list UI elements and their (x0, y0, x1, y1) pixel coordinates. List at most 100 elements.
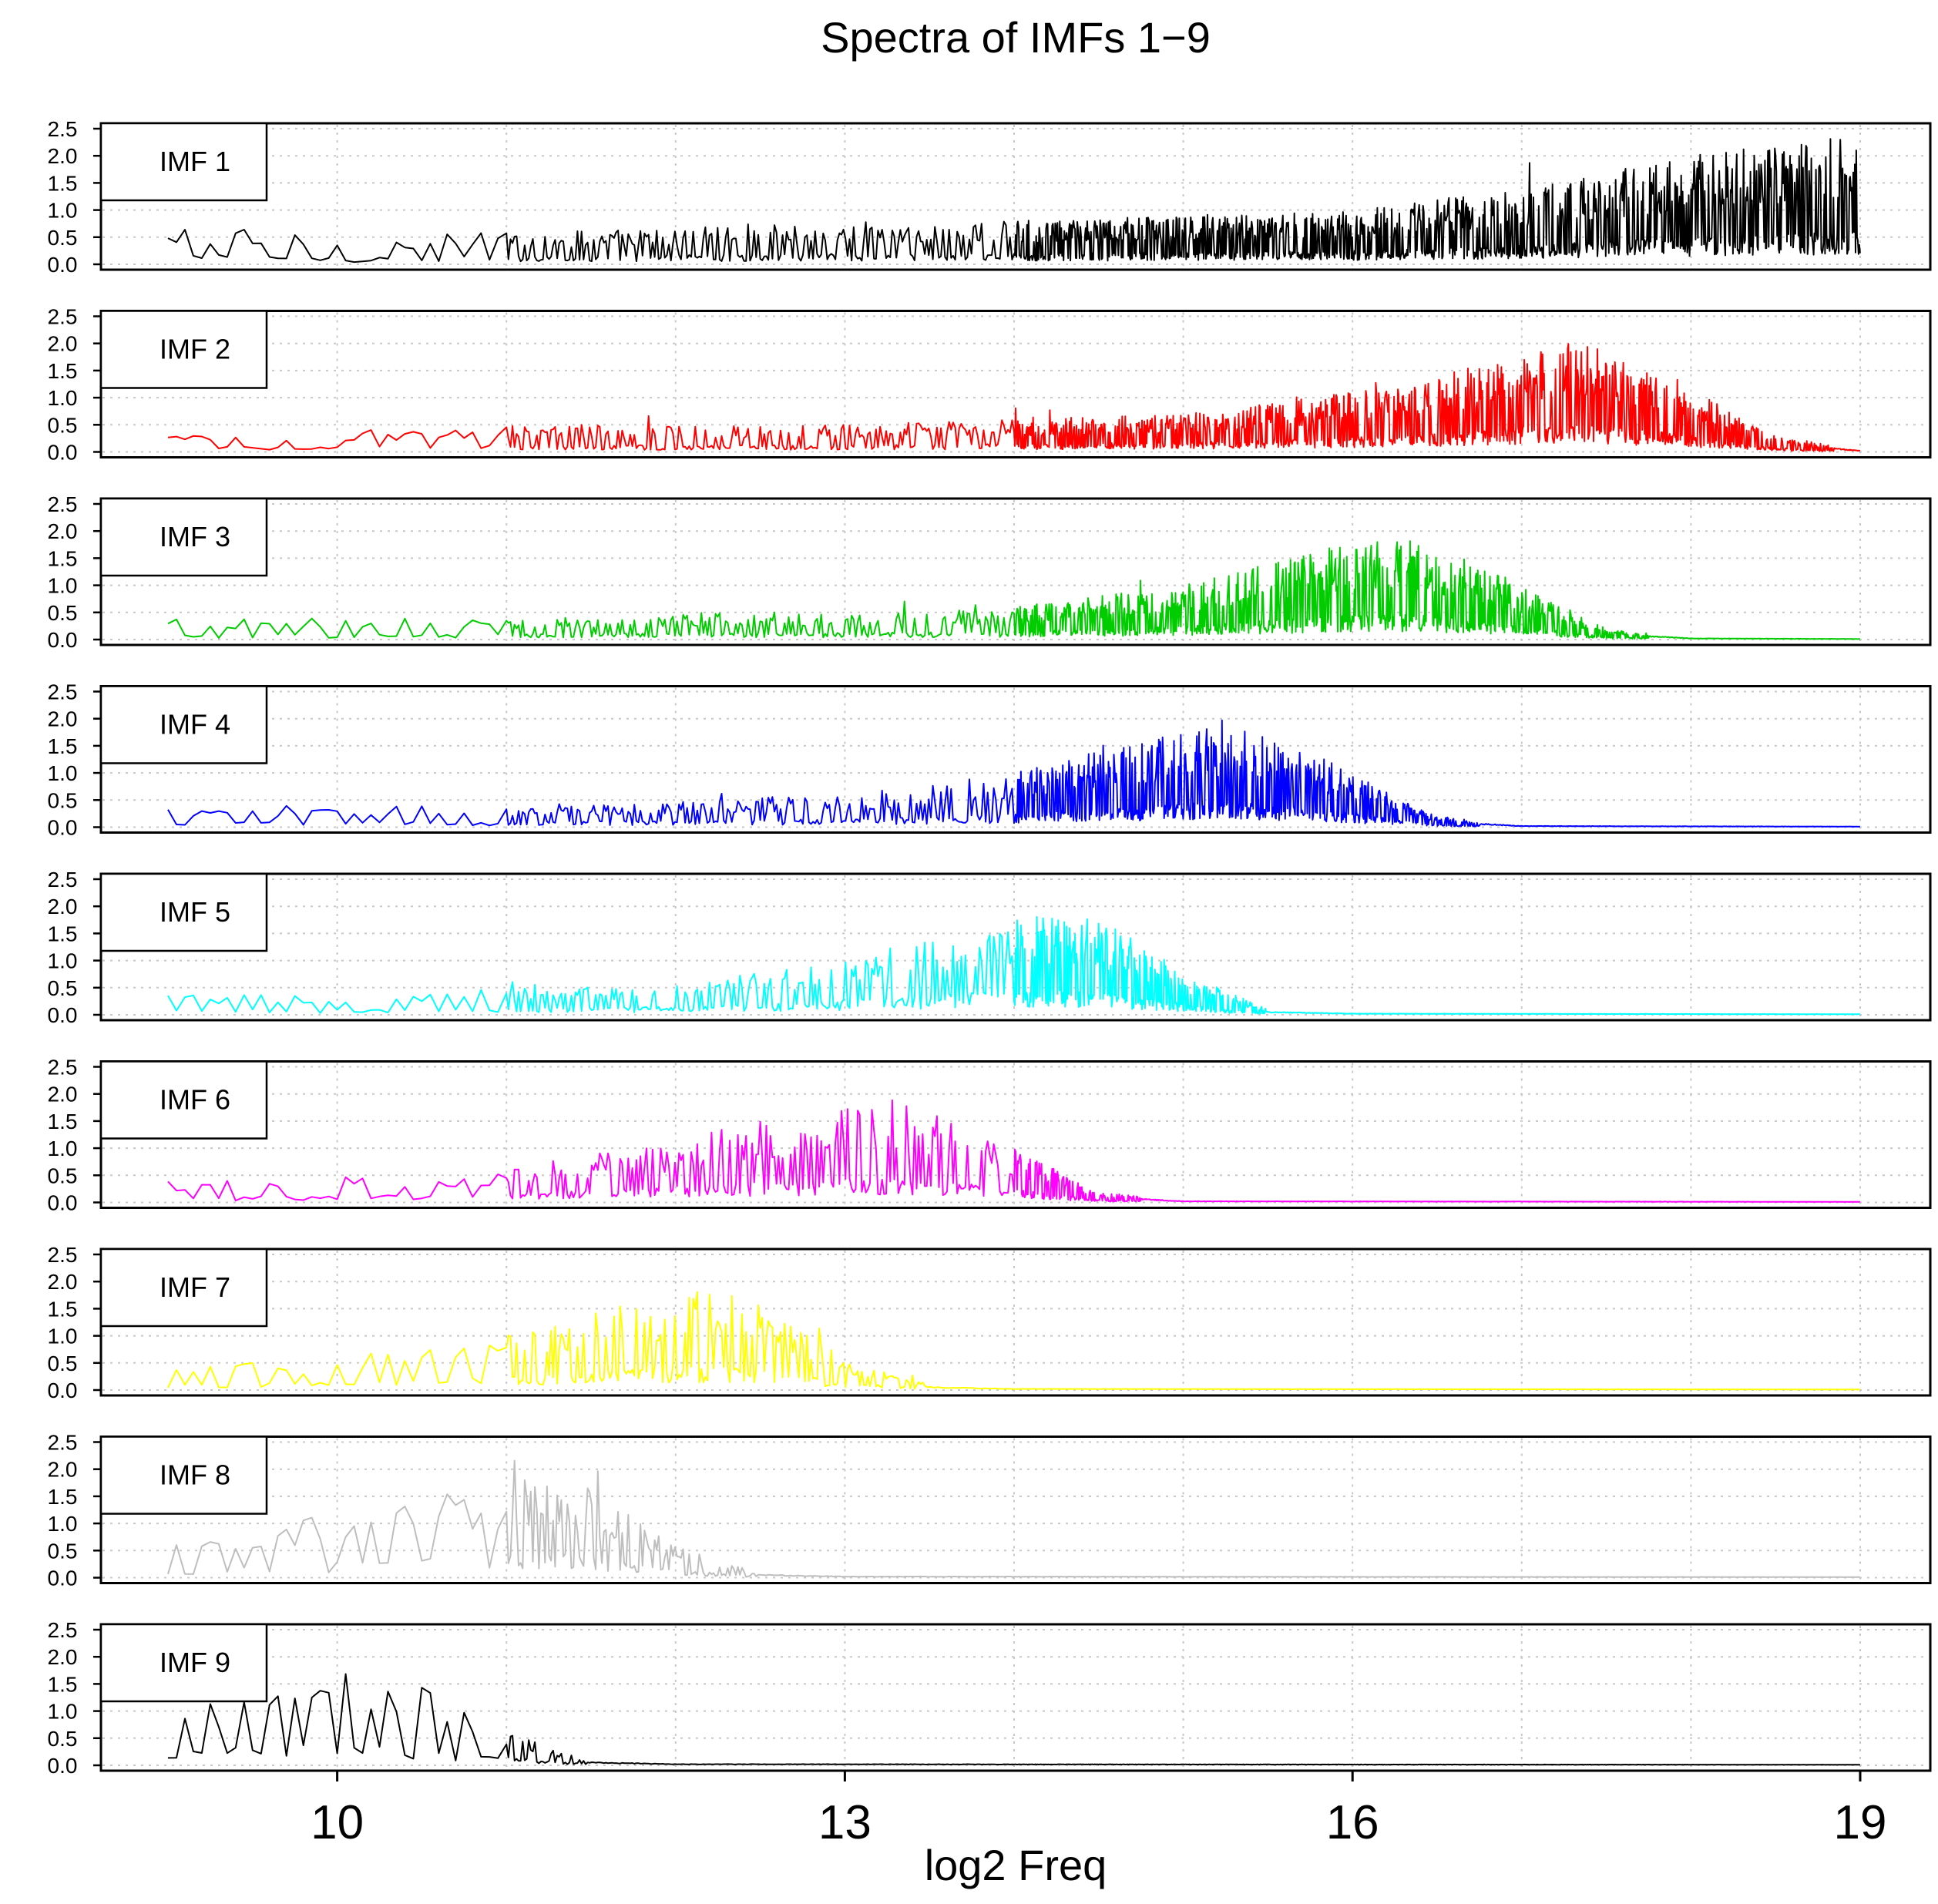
y-tick-label: 1.0 (48, 199, 78, 223)
panel-imf-8: 0.0 0.5 1.0 1.5 2.0 2.5 IMF 8 (48, 1431, 1932, 1590)
y-tick-label: 1.5 (48, 734, 78, 758)
legend-imf-1: IMF 1 (99, 122, 268, 202)
x-tick-label: 13 (818, 1796, 872, 1849)
legend-label: IMF 5 (160, 896, 230, 928)
y-tick-label: 1.0 (48, 574, 78, 598)
spectrum-line-imf-6 (167, 1099, 1860, 1203)
legend-label: IMF 6 (160, 1084, 230, 1116)
legend-imf-5: IMF 5 (99, 872, 268, 952)
legend-box (99, 310, 268, 389)
legend-box (99, 685, 268, 764)
x-axis: 10 13 16 19 (311, 1771, 1886, 1849)
y-tick-label: 2.0 (48, 1270, 78, 1294)
x-tick-label: 16 (1326, 1796, 1379, 1849)
chart-title: Spectra of IMFs 1−9 (821, 13, 1211, 62)
y-tick-label: 2.0 (48, 1083, 78, 1106)
panel-imf-7: 0.0 0.5 1.0 1.5 2.0 2.5 IMF 7 (48, 1243, 1932, 1402)
legend-imf-6: IMF 6 (99, 1060, 268, 1140)
y-tick-label: 1.5 (48, 546, 78, 570)
legend-label: IMF 7 (160, 1271, 230, 1303)
x-axis-label: log2 Freq (925, 1841, 1107, 1889)
y-tick-label: 2.0 (48, 332, 78, 356)
y-tick-label: 2.5 (48, 680, 78, 704)
y-tick-label: 2.0 (48, 707, 78, 731)
panel-imf-1: 0.0 0.5 1.0 1.5 2.0 2.5 IMF 1 (48, 117, 1932, 277)
panel-imf-4: 0.0 0.5 1.0 1.5 2.0 2.5 IMF 4 (48, 680, 1932, 840)
y-tick-label: 1.0 (48, 386, 78, 410)
y-tick-label: 0.0 (48, 1754, 78, 1778)
y-tick-label: 1.0 (48, 761, 78, 785)
y-tick-label: 0.5 (48, 413, 78, 437)
y-tick-label: 1.5 (48, 1672, 78, 1696)
legend-imf-9: IMF 9 (99, 1623, 268, 1703)
y-tick-label: 0.5 (48, 1164, 78, 1187)
y-tick-label: 0.0 (48, 1191, 78, 1215)
legend-label: IMF 9 (160, 1647, 230, 1678)
legend-box (99, 872, 268, 952)
y-tick-label: 0.5 (48, 226, 78, 250)
y-tick-label: 2.5 (48, 492, 78, 516)
y-tick-label: 1.5 (48, 1110, 78, 1133)
spectrum-line-imf-9 (167, 1673, 1860, 1766)
legend-imf-2: IMF 2 (99, 310, 268, 389)
legend-box (99, 1248, 268, 1328)
legend-imf-4: IMF 4 (99, 685, 268, 764)
legend-box (99, 1436, 268, 1515)
legend-box (99, 497, 268, 577)
y-tick-label: 1.5 (48, 1297, 78, 1321)
y-tick-label: 1.0 (48, 1325, 78, 1348)
panel-frame (99, 685, 1932, 834)
y-tick-label: 2.0 (48, 895, 78, 918)
legend-label: IMF 2 (160, 334, 230, 365)
y-tick-label: 1.5 (48, 922, 78, 945)
legend-imf-3: IMF 3 (99, 497, 268, 577)
y-tick-label: 1.0 (48, 1137, 78, 1160)
y-tick-label: 1.5 (48, 171, 78, 195)
legend-label: IMF 1 (160, 146, 230, 177)
x-tick-label: 10 (311, 1796, 364, 1849)
y-tick-label: 2.5 (48, 117, 78, 141)
y-tick-label: 0.5 (48, 1727, 78, 1751)
y-tick-label: 2.5 (48, 1431, 78, 1455)
y-tick-label: 2.5 (48, 1618, 78, 1642)
legend-box (99, 1623, 268, 1703)
y-tick-label: 0.0 (48, 628, 78, 652)
y-tick-label: 1.5 (48, 1485, 78, 1509)
legend-box (99, 1060, 268, 1140)
y-tick-label: 0.5 (48, 1539, 78, 1563)
panel-imf-5: 0.0 0.5 1.0 1.5 2.0 2.5 IMF 5 (48, 868, 1932, 1027)
legend-imf-7: IMF 7 (99, 1248, 268, 1328)
y-tick-label: 2.0 (48, 144, 78, 168)
y-tick-label: 0.5 (48, 601, 78, 625)
y-tick-label: 0.5 (48, 1352, 78, 1375)
spectrum-line-imf-5 (167, 915, 1860, 1016)
y-tick-label: 2.0 (48, 1458, 78, 1482)
y-tick-label: 0.0 (48, 816, 78, 840)
y-tick-label: 0.0 (48, 1378, 78, 1402)
legend-label: IMF 4 (160, 709, 230, 740)
y-tick-label: 0.5 (48, 788, 78, 812)
spectrum-line-imf-7 (167, 1291, 1861, 1391)
legend-label: IMF 8 (160, 1459, 230, 1491)
spectrum-line-imf-8 (167, 1459, 1860, 1578)
panel-imf-3: 0.0 0.5 1.0 1.5 2.0 2.5 IMF 3 (48, 492, 1932, 652)
y-tick-label: 0.0 (48, 1567, 78, 1590)
y-tick-label: 2.0 (48, 1645, 78, 1669)
y-tick-label: 0.0 (48, 441, 78, 465)
y-tick-label: 1.0 (48, 1700, 78, 1724)
legend-imf-8: IMF 8 (99, 1436, 268, 1515)
legend-box (99, 122, 268, 202)
y-tick-label: 1.0 (48, 1512, 78, 1536)
legend-label: IMF 3 (160, 521, 230, 552)
panels: 0.0 0.5 1.0 1.5 2.0 2.5 IMF 1 0.0 0.5 1.0 1.5 2.0 2.… (48, 117, 1932, 1778)
panel-imf-9: 0.0 0.5 1.0 1.5 2.0 2.5 IMF 9 (48, 1618, 1932, 1778)
y-tick-label: 0.5 (48, 976, 78, 1000)
spectrum-line-imf-1 (167, 138, 1861, 264)
y-tick-label: 2.5 (48, 305, 78, 329)
y-tick-label: 0.0 (48, 1003, 78, 1027)
y-tick-label: 2.0 (48, 519, 78, 543)
y-tick-label: 1.0 (48, 949, 78, 973)
x-tick-label: 19 (1834, 1796, 1887, 1849)
spectrum-line-imf-2 (167, 343, 1861, 452)
